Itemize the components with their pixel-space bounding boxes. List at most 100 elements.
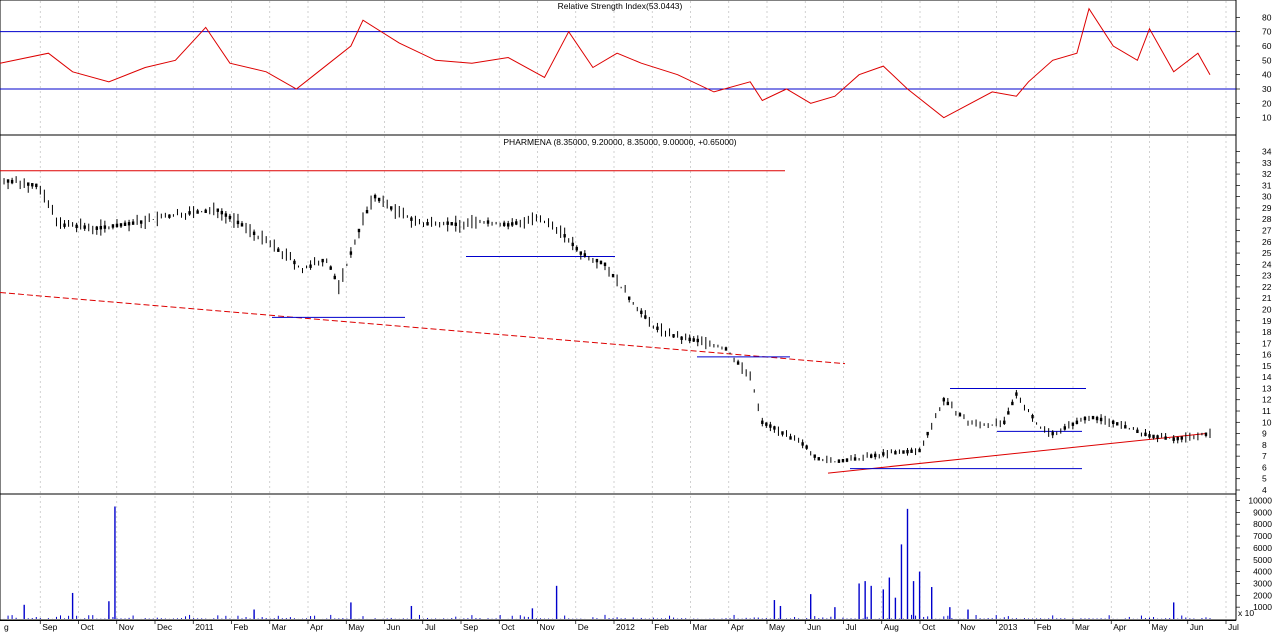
volume-tick-label: 9000: [1253, 507, 1272, 517]
price-tick-label: 16: [1262, 350, 1272, 360]
volume-tick-label: 7000: [1253, 531, 1272, 541]
price-candle-body: [958, 413, 962, 417]
price-candle-body: [357, 228, 361, 233]
price-candle-body: [35, 183, 38, 188]
price-candle-body: [293, 260, 296, 265]
price-candle-body: [1071, 422, 1075, 426]
price-candle-body: [75, 224, 78, 229]
price-candle-body: [595, 258, 599, 263]
price-candle-body: [603, 262, 607, 267]
x-tick-label: Sep: [42, 622, 57, 632]
price-candle-body: [1124, 425, 1127, 429]
price-candle-body: [1112, 420, 1115, 424]
price-candle-body: [196, 210, 199, 214]
price-tick-label: 27: [1262, 225, 1272, 235]
price-candle-body: [365, 209, 369, 214]
price-candle-body: [902, 450, 905, 454]
price-candle-body: [926, 431, 929, 436]
x-tick-label: Sep: [463, 622, 478, 632]
price-candle-body: [511, 222, 514, 226]
price-panel: [0, 134, 1237, 495]
price-candle-body: [502, 222, 506, 226]
price-candle-body: [946, 401, 950, 406]
volume-tick-label: 8000: [1253, 519, 1272, 529]
x-tick-label: Oct: [922, 622, 936, 632]
price-candle-body: [571, 242, 574, 247]
price-candle-body: [640, 310, 643, 314]
x-tick-label: Jul: [1228, 622, 1239, 632]
price-candle-body: [454, 222, 457, 226]
price-candle-body: [1204, 432, 1208, 436]
price-candle-body: [1172, 437, 1175, 441]
price-tick-label: 32: [1262, 169, 1272, 179]
x-tick-label: Feb: [234, 622, 249, 632]
x-tick-label: Nov: [119, 622, 135, 632]
price-candle-body: [220, 210, 224, 215]
x-tick-label: Jul: [425, 622, 436, 632]
price-candle-body: [841, 458, 845, 463]
price-tick-label: 11: [1262, 406, 1271, 416]
price-candle-body: [692, 338, 695, 342]
price-candle-body: [628, 296, 631, 300]
price-candle-body: [1148, 434, 1151, 438]
price-candle-body: [894, 451, 897, 455]
price-candle-body: [813, 454, 816, 458]
volume-tick-label: 4000: [1253, 567, 1272, 577]
price-tick-label: 9: [1262, 429, 1267, 439]
x-tick-label: Feb: [1037, 622, 1052, 632]
price-candle-body: [672, 334, 675, 338]
trendlines: [0, 170, 1206, 474]
price-candle-body: [99, 225, 103, 230]
price-candle-body: [236, 220, 240, 225]
price-candle-body: [882, 452, 885, 456]
price-candle-body: [736, 361, 740, 365]
price-candle-body: [853, 457, 857, 461]
price-candle-body: [390, 206, 393, 210]
price-tick-label: 29: [1262, 203, 1272, 213]
price-candle-body: [656, 326, 659, 330]
rsi-panel: [0, 0, 1237, 136]
volume-tick-label: 3000: [1253, 578, 1272, 588]
price-candle-body: [333, 275, 336, 280]
x-tick-label: Aug: [884, 622, 899, 632]
price-candle-body: [724, 347, 728, 351]
price-candle-body: [1083, 416, 1087, 421]
price-candle-body: [1156, 435, 1159, 439]
price-candle-body: [6, 179, 10, 183]
price-candle-body: [801, 442, 804, 446]
price-candle-body: [228, 215, 232, 220]
price-candle-body: [845, 458, 849, 462]
x-tick-label: Feb: [654, 622, 669, 632]
x-tick-label: Nov: [540, 622, 556, 632]
price-candle-body: [874, 453, 877, 458]
price-candle-body: [450, 222, 453, 226]
price-candle-body: [27, 182, 30, 186]
price-candle-body: [329, 266, 332, 270]
price-candle-body: [204, 209, 207, 214]
price-tick-label: 28: [1262, 214, 1272, 224]
price-candle-body: [115, 223, 119, 228]
price-candle-body: [349, 251, 353, 255]
price-tick-label: 34: [1262, 147, 1272, 157]
price-candle-body: [1116, 422, 1119, 426]
price-candle-body: [1007, 411, 1010, 415]
price-candle-body: [942, 398, 945, 402]
price-tick-label: 8: [1262, 440, 1267, 450]
price-tick-label: 5: [1262, 474, 1267, 484]
rsi-tick-label: 20: [1262, 98, 1272, 108]
price-candle-body: [1031, 414, 1034, 419]
price-tick-label: 23: [1262, 271, 1272, 281]
price-candle-body: [188, 211, 191, 215]
x-tick-label: Jun: [1190, 622, 1204, 632]
price-tick-label: 20: [1262, 304, 1272, 314]
price-tick-label: 31: [1262, 180, 1272, 190]
x-tick-label: Apr: [310, 622, 323, 632]
price-candle-body: [575, 247, 578, 251]
x-tick-label: Oct: [81, 622, 95, 632]
x-tick-label: Apr: [731, 622, 744, 632]
rsi-tick-label: 50: [1262, 55, 1272, 65]
down-trendline: [0, 292, 846, 365]
price-candle-body: [611, 273, 615, 278]
